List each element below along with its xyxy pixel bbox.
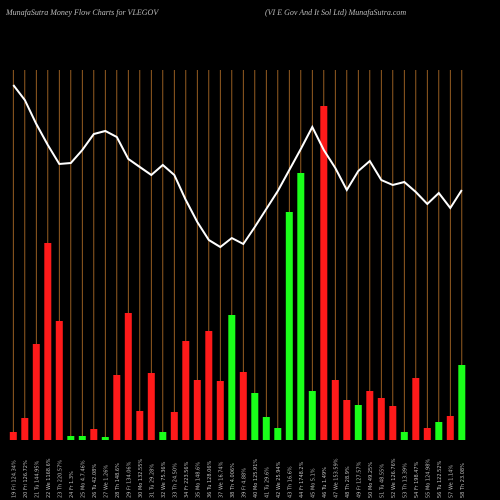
x-tick-label: 40 Mo 125.91% — [253, 459, 259, 498]
bar — [32, 344, 40, 440]
bar — [78, 436, 86, 440]
bar — [400, 432, 408, 440]
bar — [159, 432, 167, 440]
bar — [101, 437, 109, 440]
x-tick-label: 41 Tu 29.6% — [264, 467, 270, 498]
bar — [262, 417, 270, 440]
bar — [331, 380, 339, 440]
bar — [377, 398, 385, 440]
x-tick-label: 58 Th 23.08% — [460, 463, 466, 498]
chart-subtitle: (VI E Gov And It Sol Ltd) MunafaSutra.co… — [265, 8, 406, 17]
x-tick-label: 26 Tu 42.08% — [92, 464, 98, 498]
bar — [205, 331, 213, 440]
x-tick-label: 28 Th 148.6% — [115, 463, 121, 498]
x-tick-label: 30 Mo 132.55% — [138, 459, 144, 498]
bar — [274, 428, 282, 440]
bar — [228, 315, 236, 440]
x-tick-label: 20 Fri 126.72% — [23, 460, 29, 498]
x-tick-label: 57 We 1.14% — [448, 465, 454, 498]
x-tick-label: 46 Tu 1.49% — [322, 467, 328, 498]
x-tick-label: 50 Mo 49.25% — [368, 462, 374, 498]
x-tick-label: 56 Tu 122.52% — [437, 461, 443, 499]
bar — [124, 313, 132, 440]
bar — [9, 432, 17, 440]
x-tick-label: 23 Th 220.57% — [57, 460, 63, 498]
bar — [21, 418, 29, 440]
bar — [193, 380, 201, 440]
bar — [458, 365, 466, 440]
x-tick-label: 53 Th 13.39% — [402, 463, 408, 498]
bar — [446, 416, 454, 440]
x-tick-label: 54 Fr 198.47% — [414, 461, 420, 498]
chart-title: MunafaSutra Money Flow Charts for VLEGOV — [5, 8, 159, 17]
bar — [90, 429, 98, 440]
price-line — [12, 84, 463, 249]
x-tick-label: 21 Tu 144.95% — [34, 461, 40, 499]
bar — [55, 321, 63, 440]
x-tick-label: 24 Fr 1.3% — [69, 471, 75, 498]
x-tick-label: 36 Tu 128.06% — [207, 461, 213, 499]
bar — [147, 373, 155, 440]
bar — [366, 391, 374, 440]
x-tick-label: 32 We 75.36% — [161, 461, 167, 498]
x-tick-label: 35 Mo 148.6% — [195, 462, 201, 498]
x-tick-label: 27 We 1.26% — [103, 465, 109, 498]
x-tick-label: 38 Th 4.006% — [230, 463, 236, 498]
x-tick-label: 48 Th 28.9% — [345, 466, 351, 498]
x-tick-label: 25 Mo 4.7.46% — [80, 460, 86, 498]
x-tick-label: 49 Fr 127.57% — [356, 461, 362, 498]
bar — [113, 375, 121, 440]
x-tick-label: 19 Fri 124.34% — [11, 460, 17, 498]
bar — [354, 405, 362, 440]
bar — [320, 106, 328, 440]
bar — [216, 381, 224, 440]
x-tick-label: 42 We 25.94% — [276, 461, 282, 498]
x-tick-label: 31 Tu 29.28% — [149, 464, 155, 498]
bar — [170, 412, 178, 440]
bar — [343, 400, 351, 440]
x-tick-label: 55 Mo 124.98% — [425, 459, 431, 498]
x-tick-label: 22 We 1168.6% — [46, 458, 52, 498]
bar — [239, 372, 247, 440]
x-tick-label: 43 Th 16.6% — [287, 466, 293, 498]
bar — [308, 391, 316, 440]
bar — [389, 406, 397, 440]
bar — [251, 393, 259, 440]
bar — [44, 243, 52, 440]
x-tick-label: 33 Th 24.50% — [172, 463, 178, 498]
x-tick-label: 45 Mo 5.1% — [310, 468, 316, 498]
x-tick-label: 34 Fr 223.56% — [184, 461, 190, 498]
x-tick-label: 37 We 16.74% — [218, 461, 224, 498]
bar — [435, 422, 443, 440]
x-tick-label: 51 Tu 48.55% — [379, 464, 385, 498]
bar — [67, 436, 75, 440]
bar — [182, 341, 190, 440]
bar — [423, 428, 431, 440]
bar — [297, 173, 305, 440]
bar — [136, 411, 144, 440]
x-tick-label: 29 Fr 134.06% — [126, 461, 132, 498]
x-tick-label: 39 Fr 4.88% — [241, 468, 247, 498]
bar — [412, 378, 420, 440]
x-tick-label: 44 Fr 1748.2% — [299, 461, 305, 498]
x-tick-label: 47 We 153.59% — [333, 458, 339, 498]
bar — [285, 212, 293, 440]
x-tick-label: 52 We 126.76% — [391, 458, 397, 498]
